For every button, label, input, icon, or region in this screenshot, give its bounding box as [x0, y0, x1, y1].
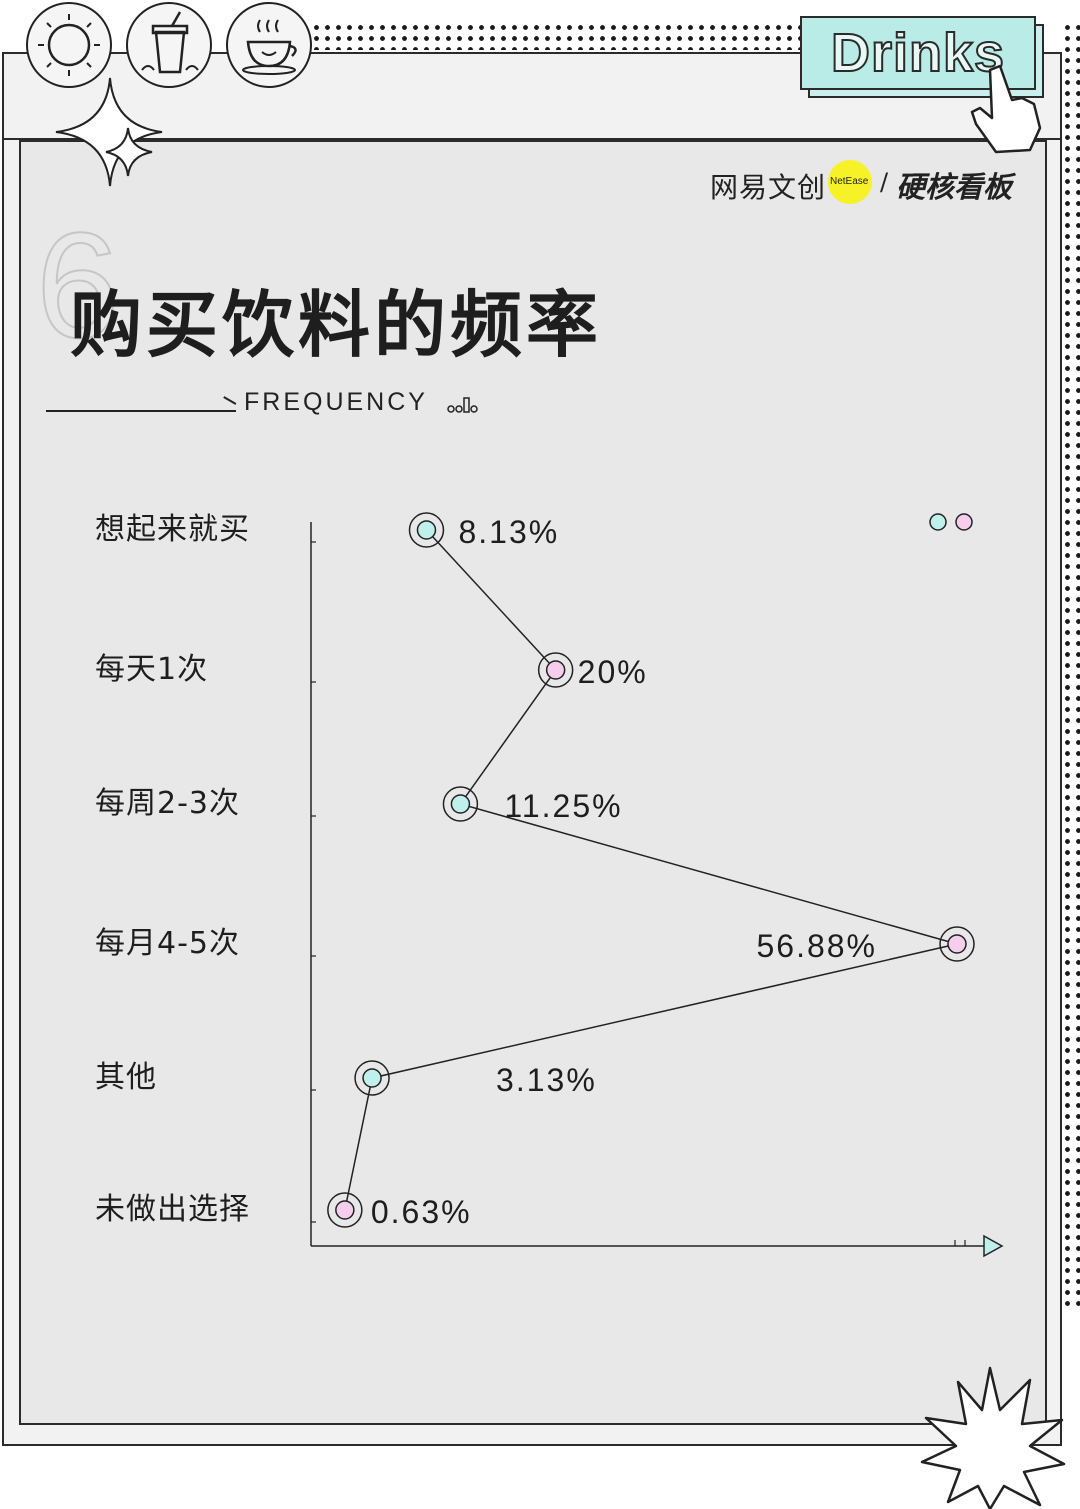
sun-icon: [26, 2, 112, 88]
value-label: 3.13%: [496, 1062, 597, 1098]
category-label: 未做出选择: [95, 1192, 250, 1227]
value-label: 56.88%: [756, 928, 877, 964]
category-label: 每天1次: [95, 652, 209, 687]
category-label: 想起来就买: [95, 512, 250, 547]
page-title: 购买饮料的频率: [70, 283, 603, 367]
value-label: 0.63%: [370, 1194, 472, 1230]
drinks-tag: Drinks: [800, 16, 1044, 98]
value-label: 20%: [577, 654, 648, 690]
brand-section: 硬核看板: [896, 170, 1013, 204]
drink-cup-icon: [126, 2, 212, 88]
dot-pattern-right: [1062, 22, 1080, 1312]
subtitle-arrow-line: [46, 410, 236, 412]
dot-pattern-top: [300, 22, 800, 50]
frame-divider: [2, 138, 1062, 140]
section-number: 6: [35, 201, 120, 369]
brand-name-cn: 网易文创: [710, 171, 827, 204]
brand-logo: 网易文创 NetEase / 硬核看板: [710, 160, 1030, 206]
drinks-tag-label: Drinks: [830, 22, 1006, 84]
value-label: 11.25%: [504, 788, 623, 824]
page-subtitle: FREQUENCY: [244, 388, 428, 416]
brand-dot: [828, 160, 872, 204]
category-label: 每月4-5次: [95, 926, 240, 961]
value-label: 8.13%: [458, 514, 560, 550]
brand-name-en: NetEase: [830, 176, 869, 187]
brand-divider: /: [880, 168, 889, 196]
category-label: 其他: [95, 1060, 157, 1095]
coffee-cup-icon: [226, 2, 312, 88]
category-label: 每周2-3次: [95, 786, 240, 821]
